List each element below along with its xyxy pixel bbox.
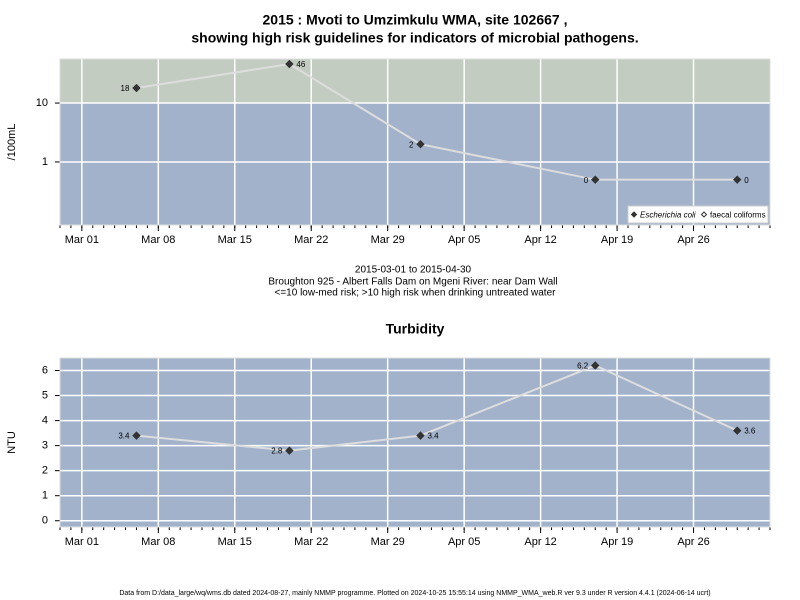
y-axis-label: NTU (6, 431, 18, 454)
legend-label: Escherichia coli (640, 211, 696, 220)
x-tick-label: Mar 01 (65, 536, 99, 548)
plot-background (60, 358, 770, 527)
x-tick-label: Mar 08 (141, 234, 175, 246)
legend-label: faecal coliforms (710, 211, 766, 220)
data-point (416, 140, 425, 149)
data-label: 3.4 (427, 432, 439, 441)
y-tick-label: 0 (42, 515, 48, 527)
y-tick-label: 1 (42, 156, 48, 168)
title-line: 2015 : Mvoti to Umzimkulu WMA, site 1026… (263, 12, 568, 28)
x-tick-label: Mar 08 (141, 536, 175, 548)
subtitle-line: <=10 low-med risk; >10 high risk when dr… (275, 288, 557, 299)
y-tick-label: 2 (42, 465, 48, 477)
data-label: 2.8 (271, 447, 283, 456)
data-point (132, 83, 141, 93)
y-tick-label: 1 (42, 490, 48, 502)
x-tick-label: Apr 12 (524, 234, 556, 246)
data-point (591, 175, 600, 184)
data-label: 6.2 (577, 362, 589, 371)
y-tick-label: 4 (42, 414, 48, 426)
data-label: 0 (744, 176, 749, 185)
high-risk-band (60, 59, 770, 104)
x-tick-label: Mar 22 (294, 536, 328, 548)
footer: Data from D:/data_large/wq/wms.db dated … (119, 590, 710, 597)
title-line: showing high risk guidelines for indicat… (191, 30, 638, 46)
x-tick-label: Apr 12 (524, 536, 556, 548)
data-point (285, 446, 294, 455)
data-label: 0 (584, 176, 589, 185)
y-tick-label: 10 (36, 97, 48, 109)
x-tick-label: Mar 01 (65, 234, 99, 246)
plot-frame (59, 357, 771, 528)
x-tick-label: Apr 05 (448, 234, 480, 246)
subtitle-line: 2015-03-01 to 2015-04-30 (355, 265, 472, 276)
y-tick-label: 5 (42, 389, 48, 401)
data-label: 3.4 (118, 432, 130, 441)
x-tick-label: Mar 29 (371, 234, 405, 246)
legend-box (627, 205, 769, 224)
y-tick-label: 6 (42, 364, 48, 376)
data-label: 2 (409, 140, 414, 149)
data-point (733, 175, 742, 184)
data-point (591, 361, 600, 370)
data-label: 18 (121, 84, 130, 93)
x-tick-label: Apr 05 (448, 536, 480, 548)
y-axis-label: /100mL (6, 124, 18, 161)
data-label: 3.6 (744, 427, 756, 436)
x-tick-label: Mar 15 (218, 234, 252, 246)
data-point (733, 426, 742, 435)
x-tick-label: Mar 15 (218, 536, 252, 548)
legend-marker (630, 211, 638, 218)
x-tick-label: Apr 19 (601, 234, 633, 246)
data-point (416, 431, 425, 440)
x-tick-label: Apr 19 (601, 536, 633, 548)
x-tick-label: Apr 26 (677, 536, 709, 548)
data-point (285, 59, 294, 69)
plot-frame (59, 58, 771, 226)
legend-marker (700, 211, 708, 218)
data-label: 46 (296, 60, 305, 69)
x-tick-label: Mar 29 (371, 536, 405, 548)
y-tick-label: 3 (42, 440, 48, 452)
x-tick-label: Mar 22 (294, 234, 328, 246)
chart-title: Turbidity (386, 321, 445, 337)
data-point (132, 431, 141, 440)
subtitle-line: Broughton 925 - Albert Falls Dam on Mgen… (268, 277, 557, 288)
x-tick-label: Apr 26 (677, 234, 709, 246)
